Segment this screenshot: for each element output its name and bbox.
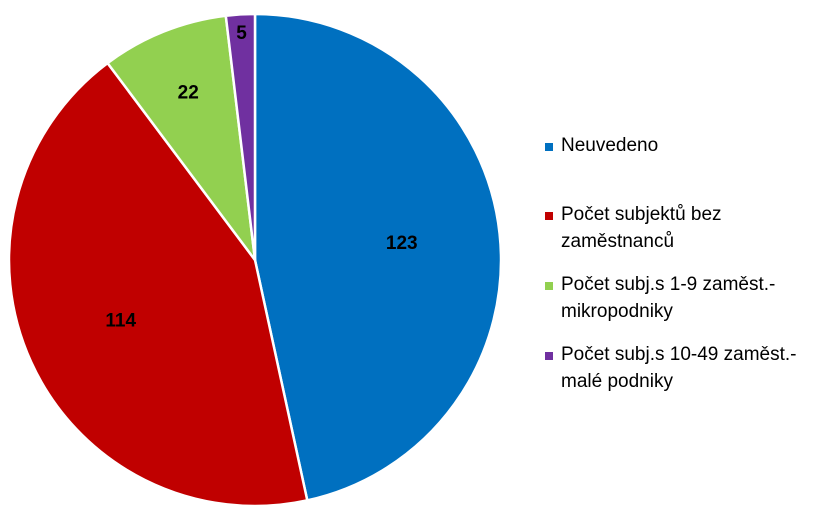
legend-item: Neuvedeno: [545, 132, 820, 159]
legend-label: Počet subjektů bez zaměstnanců: [561, 204, 722, 252]
data-label: 22: [178, 82, 199, 103]
legend-label: Neuvedeno: [561, 135, 659, 156]
pie-slice: [105, 14, 257, 265]
legend-item: Počet subjektů bez zaměstnanců: [545, 201, 820, 255]
data-label: 114: [105, 310, 136, 331]
legend: Neuvedeno Počet subjektů bez zaměstnanců P…: [545, 132, 820, 395]
data-label: 123: [386, 233, 418, 254]
legend-label: Počet subj.s 10-49 zaměst.- malé podniky: [561, 344, 797, 392]
legend-swatch: [545, 352, 553, 360]
legend-swatch: [545, 282, 553, 290]
pie-slice: [224, 12, 257, 261]
pie-slice: [7, 61, 309, 507]
legend-label: Počet subj.s 1-9 zaměst.- mikropodniky: [561, 274, 776, 322]
legend-swatch: [545, 143, 553, 151]
legend-item: Počet subj.s 10-49 zaměst.- malé podniky: [545, 341, 820, 395]
data-label: 5: [236, 23, 247, 44]
legend-item: Počet subj.s 1-9 zaměst.- mikropodniky: [545, 271, 820, 325]
legend-swatch: [545, 212, 553, 220]
pie-slice: [253, 12, 503, 502]
